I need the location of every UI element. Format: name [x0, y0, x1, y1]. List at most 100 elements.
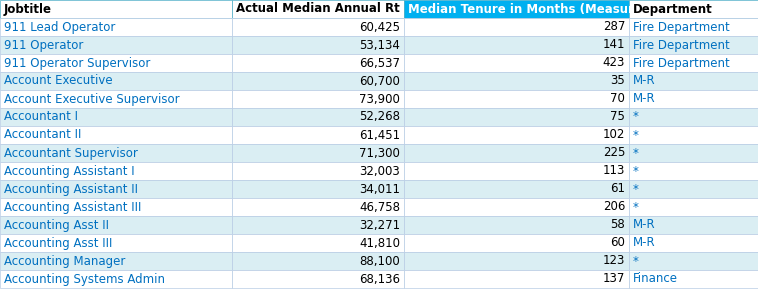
Bar: [0, 0, 232, 18]
Text: 88,100: 88,100: [359, 255, 400, 267]
Text: Median Tenure in Months (Measure): Median Tenure in Months (Measure): [408, 2, 647, 15]
Bar: [404, 252, 629, 270]
Text: M-R: M-R: [633, 75, 656, 87]
Text: 70: 70: [610, 92, 625, 106]
Bar: [232, 108, 404, 126]
Bar: [0, 216, 232, 234]
Bar: [232, 54, 404, 72]
Text: Accountant II: Accountant II: [4, 129, 81, 142]
Text: Jobtitle: Jobtitle: [4, 2, 52, 15]
Bar: [629, 180, 758, 198]
Text: 137: 137: [603, 273, 625, 286]
Text: *: *: [633, 255, 639, 267]
Text: 225: 225: [603, 146, 625, 160]
Text: *: *: [633, 111, 639, 123]
Text: Accounting Assistant II: Accounting Assistant II: [4, 182, 138, 196]
Text: Accounting Asst II: Accounting Asst II: [4, 219, 109, 231]
Bar: [404, 216, 629, 234]
Bar: [0, 108, 232, 126]
Text: 32,271: 32,271: [359, 219, 400, 231]
Text: Accounting Assistant III: Accounting Assistant III: [4, 200, 141, 213]
Bar: [404, 162, 629, 180]
Text: 32,003: 32,003: [359, 165, 400, 177]
Text: M-R: M-R: [633, 219, 656, 231]
Text: Accounting Manager: Accounting Manager: [4, 255, 125, 267]
Bar: [0, 18, 232, 36]
Bar: [629, 90, 758, 108]
Text: 75: 75: [610, 111, 625, 123]
Bar: [0, 270, 232, 288]
Bar: [629, 252, 758, 270]
Bar: [629, 270, 758, 288]
Bar: [232, 216, 404, 234]
Text: Accounting Systems Admin: Accounting Systems Admin: [4, 273, 164, 286]
Bar: [0, 234, 232, 252]
Bar: [629, 144, 758, 162]
Text: 41,810: 41,810: [359, 236, 400, 250]
Text: Finance: Finance: [633, 273, 678, 286]
Bar: [404, 270, 629, 288]
Text: Fire Department: Fire Department: [633, 56, 729, 69]
Bar: [404, 18, 629, 36]
Bar: [0, 54, 232, 72]
Bar: [232, 234, 404, 252]
Bar: [232, 126, 404, 144]
Bar: [232, 252, 404, 270]
Text: 60: 60: [610, 236, 625, 250]
Text: 60,700: 60,700: [359, 75, 400, 87]
Bar: [232, 36, 404, 54]
Bar: [232, 162, 404, 180]
Text: *: *: [633, 146, 639, 160]
Bar: [404, 72, 629, 90]
Text: *: *: [633, 200, 639, 213]
Bar: [629, 162, 758, 180]
Bar: [232, 144, 404, 162]
Bar: [232, 198, 404, 216]
Bar: [404, 234, 629, 252]
Bar: [404, 180, 629, 198]
Bar: [629, 18, 758, 36]
Bar: [0, 126, 232, 144]
Text: 68,136: 68,136: [359, 273, 400, 286]
Bar: [629, 72, 758, 90]
Bar: [232, 0, 404, 18]
Text: Fire Department: Fire Department: [633, 21, 729, 33]
Text: 66,537: 66,537: [359, 56, 400, 69]
Text: 73,900: 73,900: [359, 92, 400, 106]
Text: *: *: [633, 129, 639, 142]
Text: 206: 206: [603, 200, 625, 213]
Text: 123: 123: [603, 255, 625, 267]
Text: Account Executive: Account Executive: [4, 75, 112, 87]
Text: 113: 113: [603, 165, 625, 177]
Text: 423: 423: [603, 56, 625, 69]
Bar: [629, 216, 758, 234]
Text: 53,134: 53,134: [359, 38, 400, 52]
Bar: [404, 90, 629, 108]
Text: 102: 102: [603, 129, 625, 142]
Bar: [404, 126, 629, 144]
Text: 141: 141: [603, 38, 625, 52]
Text: 287: 287: [603, 21, 625, 33]
Bar: [232, 90, 404, 108]
Bar: [629, 108, 758, 126]
Bar: [0, 72, 232, 90]
Bar: [0, 144, 232, 162]
Text: M-R: M-R: [633, 236, 656, 250]
Bar: [0, 252, 232, 270]
Text: 911 Operator Supervisor: 911 Operator Supervisor: [4, 56, 150, 69]
Text: 52,268: 52,268: [359, 111, 400, 123]
Bar: [629, 234, 758, 252]
Bar: [629, 198, 758, 216]
Bar: [232, 270, 404, 288]
Bar: [629, 0, 758, 18]
Text: *: *: [633, 182, 639, 196]
Text: 911 Lead Operator: 911 Lead Operator: [4, 21, 115, 33]
Bar: [0, 198, 232, 216]
Text: 61,451: 61,451: [359, 129, 400, 142]
Text: Fire Department: Fire Department: [633, 38, 729, 52]
Bar: [629, 36, 758, 54]
Text: M-R: M-R: [633, 92, 656, 106]
Text: Accounting Assistant I: Accounting Assistant I: [4, 165, 134, 177]
Bar: [0, 36, 232, 54]
Text: 35: 35: [610, 75, 625, 87]
